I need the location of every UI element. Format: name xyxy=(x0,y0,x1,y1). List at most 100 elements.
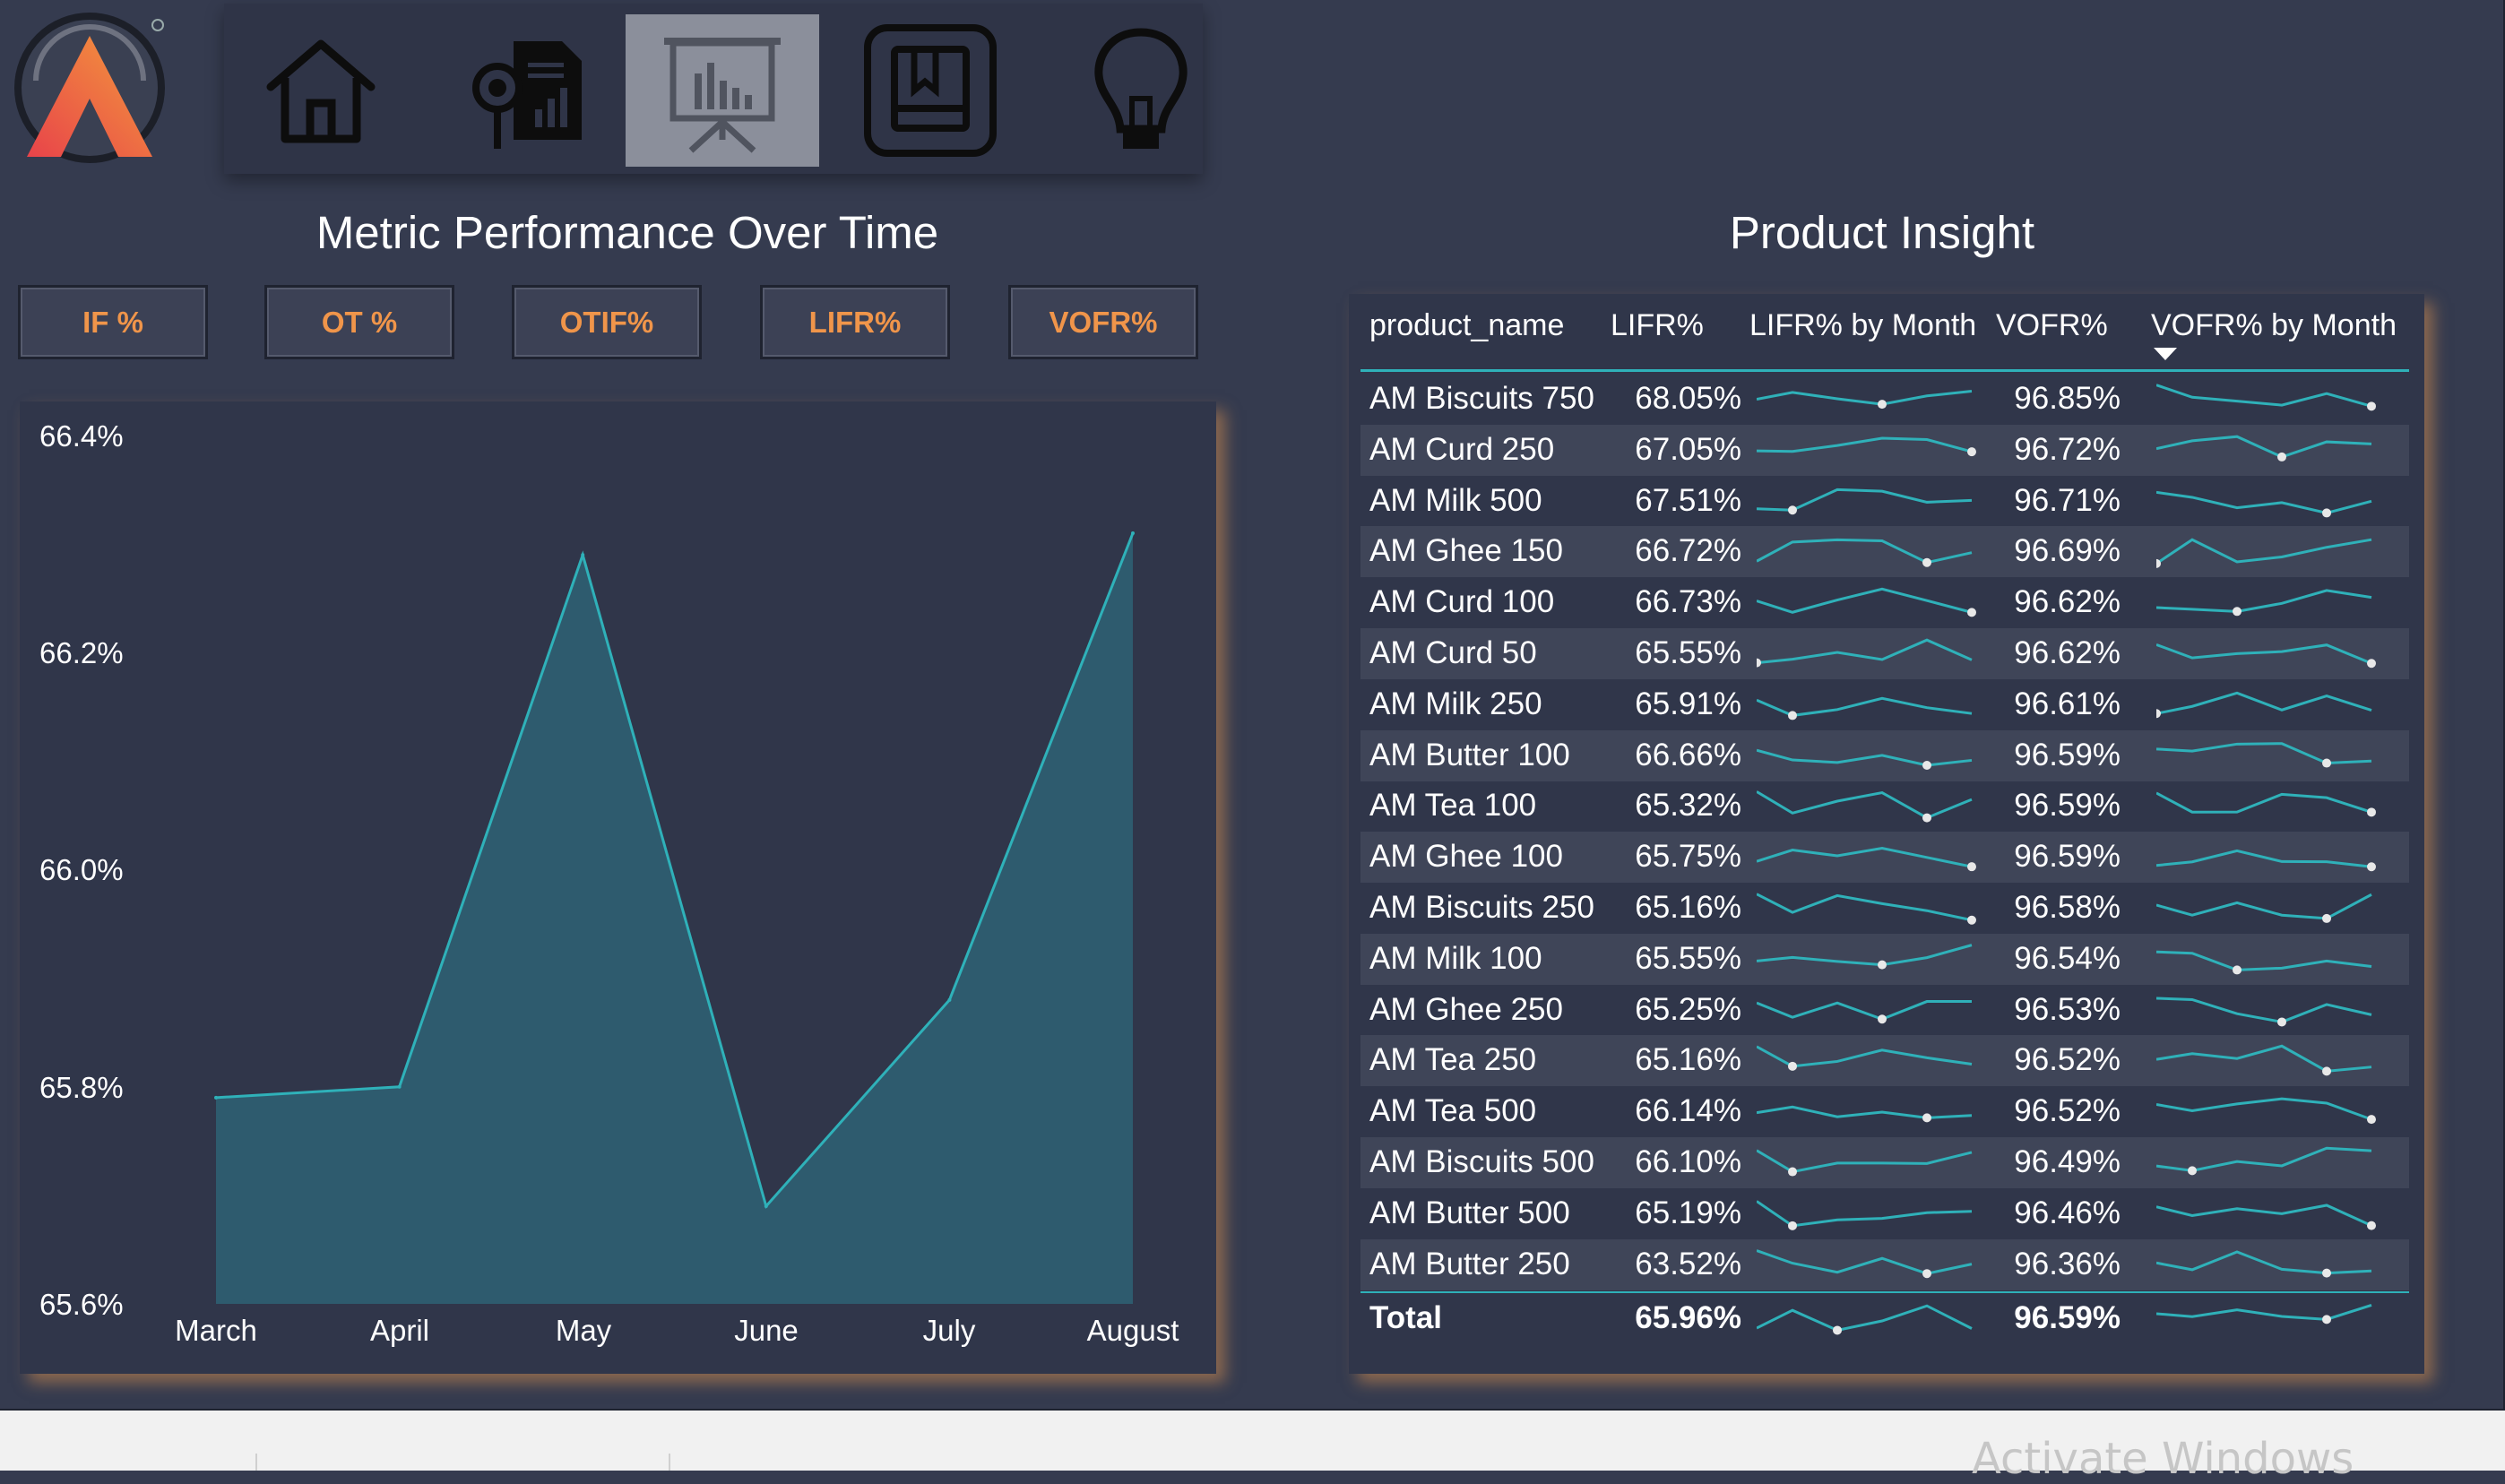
product-name-cell: AM Milk 250 xyxy=(1369,686,1542,721)
lifr-sparkline xyxy=(1757,487,1973,514)
product-name-cell: AM Butter 250 xyxy=(1369,1246,1570,1281)
product-name-cell: AM Butter 100 xyxy=(1369,737,1570,772)
vofr-sparkline xyxy=(2156,1304,2372,1324)
vofr-sparkline xyxy=(2156,643,2376,669)
table-row[interactable]: AM Ghee 250 65.25% 96.53% xyxy=(1360,985,2409,1036)
table-row[interactable]: AM Butter 250 63.52% 96.36% xyxy=(1360,1238,2409,1290)
vofr-metric-button[interactable]: VOFR% xyxy=(1008,285,1198,359)
table-row[interactable]: AM Curd 250 67.05% 96.72% xyxy=(1360,424,2409,476)
product-name-cell: AM Curd 250 xyxy=(1369,431,1555,467)
column-header-lifr[interactable]: LIFR% xyxy=(1611,308,1704,342)
sparkline-min-marker xyxy=(1788,505,1797,514)
area-fill xyxy=(216,533,1133,1304)
lifr-cell: 63.52% xyxy=(1635,1246,1741,1281)
sparkline-min-marker xyxy=(2322,1315,2331,1324)
lifr-cell: 65.75% xyxy=(1635,839,1741,875)
header-divider xyxy=(1360,369,2409,372)
data-point-april[interactable] xyxy=(397,1084,402,1089)
table-row[interactable]: AM Biscuits 500 66.10% 96.49% xyxy=(1360,1137,2409,1188)
lifr-sparkline xyxy=(1757,943,1973,970)
table-row[interactable]: AM Ghee 150 66.72% 96.69% xyxy=(1360,526,2409,578)
sparkline-min-marker xyxy=(1967,862,1976,872)
ot-metric-button[interactable]: OT % xyxy=(264,285,454,359)
table-row[interactable]: AM Biscuits 750 68.05% 96.85% xyxy=(1360,374,2409,425)
lifr-sparkline xyxy=(1757,436,1976,456)
nav-report[interactable] xyxy=(432,14,626,167)
column-header-product-name[interactable]: product_name xyxy=(1369,308,1565,342)
data-point-may[interactable] xyxy=(581,553,585,557)
lightbulb-icon xyxy=(1094,28,1188,149)
lifr-sparkline xyxy=(1757,539,1973,568)
data-point-march[interactable] xyxy=(214,1095,218,1100)
dashboard-frame xyxy=(0,0,2505,1411)
vofr-sparkline xyxy=(2156,950,2372,975)
sparkline-min-marker xyxy=(2367,659,2376,669)
table-row[interactable]: AM Curd 100 66.73% 96.62% xyxy=(1360,577,2409,628)
product-name-cell: AM Biscuits 250 xyxy=(1369,890,1594,925)
table-row[interactable]: AM Butter 500 65.19% 96.46% xyxy=(1360,1188,2409,1239)
data-point-july[interactable] xyxy=(947,997,952,1002)
table-row[interactable]: AM Tea 250 65.16% 96.52% xyxy=(1360,1035,2409,1087)
vofr-cell: 96.59% xyxy=(2014,788,2121,824)
lifr-cell: 67.51% xyxy=(1635,482,1741,518)
y-tick-label: 66.2% xyxy=(39,636,124,669)
nav-bookmark[interactable] xyxy=(834,14,1027,167)
vofr-cell: 96.62% xyxy=(2014,584,2121,620)
vofr-cell: 96.59% xyxy=(2014,1300,2121,1336)
lifr-sparkline xyxy=(1757,390,1973,410)
table-row[interactable]: AM Milk 100 65.55% 96.54% xyxy=(1360,933,2409,985)
data-point-june[interactable] xyxy=(764,1204,768,1208)
lifr-metric-button[interactable]: LIFR% xyxy=(760,285,950,359)
nav-insight[interactable] xyxy=(1044,14,1238,167)
table-row[interactable]: AM Tea 500 66.14% 96.52% xyxy=(1360,1086,2409,1137)
vofr-sparkline xyxy=(2156,691,2372,719)
os-watermark: Activate Windows xyxy=(1972,1434,2354,1484)
otif-metric-button[interactable]: OTIF% xyxy=(512,285,702,359)
vofr-cell: 96.53% xyxy=(2014,991,2121,1027)
column-header-lifr-by-month[interactable]: LIFR% by Month xyxy=(1749,308,1977,342)
table-row[interactable]: AM Tea 100 65.32% 96.59% xyxy=(1360,781,2409,832)
vofr-cell: 96.71% xyxy=(2014,482,2121,518)
report-analysis-icon xyxy=(472,41,582,149)
table-row[interactable]: AM Ghee 100 65.75% 96.59% xyxy=(1360,832,2409,884)
sparkline-min-marker xyxy=(2367,401,2376,411)
lifr-cell: 67.05% xyxy=(1635,431,1741,467)
sparkline-min-marker xyxy=(2188,1166,2197,1176)
x-tick-label: April xyxy=(369,1314,430,1347)
table-row[interactable]: AM Biscuits 250 65.16% 96.58% xyxy=(1360,883,2409,934)
table-row[interactable]: AM Milk 500 67.51% 96.71% xyxy=(1360,476,2409,527)
sparkline-min-marker xyxy=(2367,1115,2376,1125)
sparkline-min-marker xyxy=(1878,400,1887,410)
vofr-sparkline xyxy=(2156,589,2372,617)
lifr-cell: 65.16% xyxy=(1635,1042,1741,1078)
vofr-cell: 96.59% xyxy=(2014,839,2121,875)
chart-title: Metric Performance Over Time xyxy=(315,207,939,258)
divider xyxy=(669,1454,670,1471)
sparkline-min-marker xyxy=(1788,711,1797,720)
vofr-sparkline xyxy=(2156,1204,2376,1230)
column-header-vofr[interactable]: VOFR% xyxy=(1996,308,2108,342)
y-tick-label: 65.6% xyxy=(39,1288,124,1321)
sparkline-min-marker xyxy=(2156,559,2161,569)
nav-home[interactable] xyxy=(224,14,418,167)
lifr-cell: 68.05% xyxy=(1635,381,1741,416)
product-name-cell: AM Biscuits 750 xyxy=(1369,381,1594,416)
table-row[interactable]: AM Curd 50 65.55% 96.62% xyxy=(1360,628,2409,679)
nav-presentation[interactable] xyxy=(626,14,819,167)
y-tick-label: 66.4% xyxy=(39,419,124,453)
sparkline-min-marker xyxy=(1922,558,1931,568)
if-metric-button[interactable]: IF % xyxy=(18,285,208,359)
total-row[interactable]: Total 65.96% 96.59% xyxy=(1360,1293,2409,1344)
table-row[interactable]: AM Butter 100 66.66% 96.59% xyxy=(1360,729,2409,781)
area-chart[interactable] xyxy=(0,0,1255,1362)
brand-logo[interactable] xyxy=(9,9,170,166)
sort-descending-icon[interactable] xyxy=(2154,348,2177,360)
lifr-sparkline xyxy=(1757,1045,1973,1072)
presentation-chart-icon xyxy=(664,38,781,153)
table-row[interactable]: AM Milk 250 65.91% 96.61% xyxy=(1360,679,2409,730)
vofr-sparkline xyxy=(2156,384,2376,411)
sparkline-min-marker xyxy=(2156,709,2161,719)
vofr-sparkline xyxy=(2156,850,2376,872)
column-header-vofr-by-month[interactable]: VOFR% by Month xyxy=(2151,308,2397,342)
data-point-august[interactable] xyxy=(1131,531,1135,536)
